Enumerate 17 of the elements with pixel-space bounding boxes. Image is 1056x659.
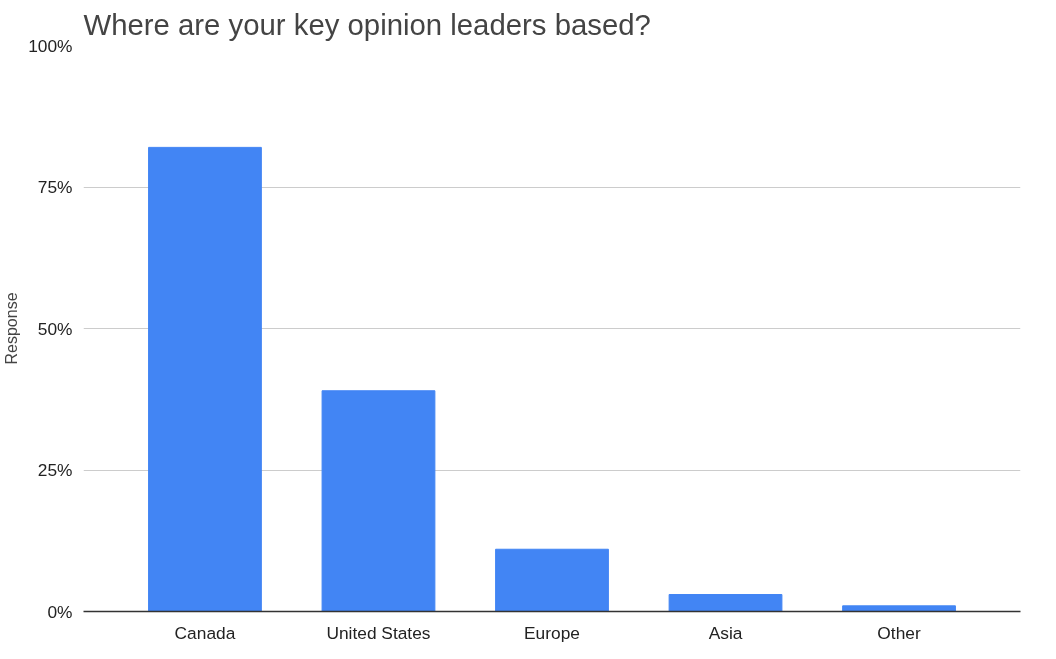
bar [148,146,262,612]
x-tick-label: Canada [174,622,236,643]
y-tick-label: 75% [37,177,73,197]
chart-title: Where are your key opinion leaders based? [83,7,651,41]
bar [495,548,609,612]
bar [321,390,436,612]
y-axis-title: Response [3,292,21,365]
x-tick-label: Other [877,622,921,643]
bar [842,605,956,612]
x-tick-label: Asia [708,622,743,643]
x-tick-label: Europe [524,622,580,643]
x-tick-label: United States [326,622,431,643]
y-tick-label: 25% [37,460,73,480]
y-tick-label: 50% [37,318,73,339]
bar [668,594,783,612]
y-tick-label: 0% [47,601,73,622]
y-tick-label: 100% [28,35,73,56]
